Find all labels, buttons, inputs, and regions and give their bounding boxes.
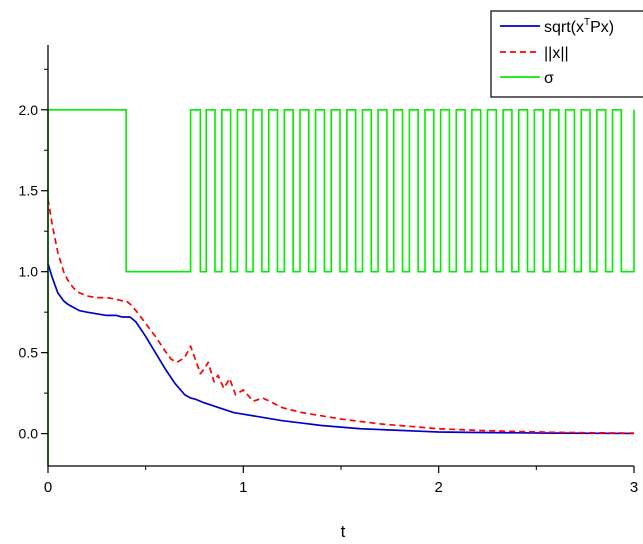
x-axis-label: t [341, 522, 346, 541]
x-tick-label: 0 [44, 479, 52, 496]
series-norm-x-line [47, 198, 635, 434]
x-tick-label: 3 [630, 479, 638, 496]
x-tick-label: 2 [434, 479, 442, 496]
y-tick-label: 1.0 [19, 264, 39, 280]
x-tick-label: 1 [239, 479, 247, 496]
y-tick-label: 0.5 [19, 345, 39, 361]
y-tick-label: 2.0 [19, 102, 39, 118]
series-sqrt-xtpx-line [47, 263, 635, 435]
y-tick-label: 0.0 [19, 426, 39, 442]
legend: sqrt(xTPx) ||x|| σ [490, 10, 643, 98]
legend-label-main: sqrt(x [544, 19, 584, 36]
y-tick-label: 1.5 [19, 183, 39, 199]
axes-layer: 0 1 2 3 0.0 0.5 1.0 1.5 2.0 [19, 45, 638, 496]
series-layer [47, 108, 635, 466]
legend-label: sqrt(xTPx) [544, 17, 614, 36]
legend-label: σ [544, 70, 554, 87]
legend-label-sup: T [584, 17, 590, 28]
legend-label-tail: Px) [590, 19, 614, 36]
series-sigma-line [48, 108, 635, 273]
legend-label: ||x|| [544, 45, 569, 62]
